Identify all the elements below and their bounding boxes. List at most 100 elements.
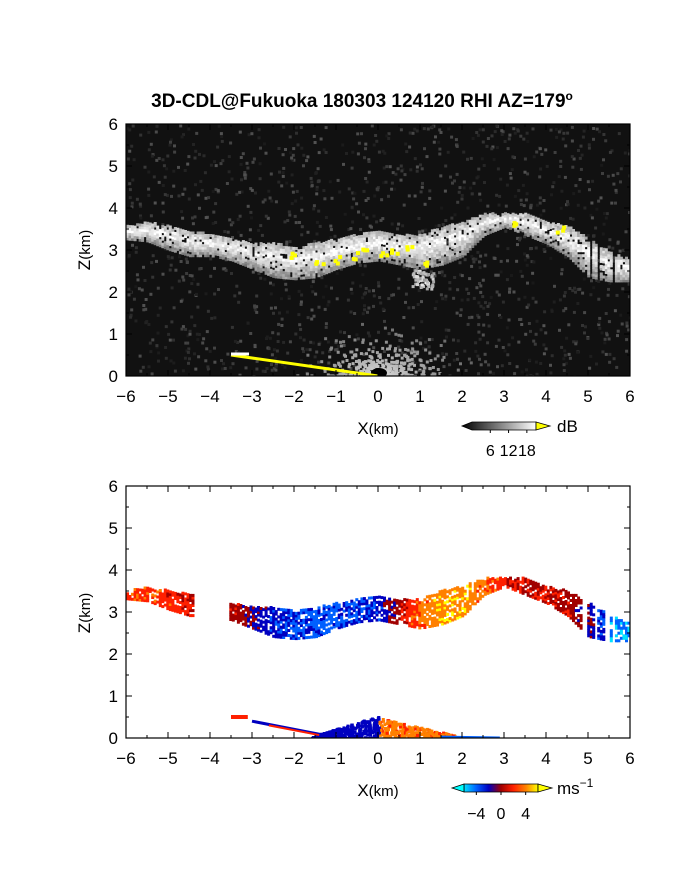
- noise-pixel: [496, 244, 500, 248]
- noise-pixel: [534, 300, 538, 304]
- velocity-pixel: [456, 603, 460, 607]
- echo-pixel: [556, 248, 560, 252]
- echo-pixel: [211, 249, 215, 253]
- echo-pixel: [471, 234, 475, 238]
- velocity-pixel: [161, 600, 165, 604]
- echo-pixel: [373, 236, 376, 240]
- echo-pixel: [206, 234, 210, 237]
- velocity-pixel: [302, 611, 306, 615]
- velocity-pixel: [451, 598, 455, 602]
- velocity-pixel: [461, 611, 465, 615]
- noise-pixel: [327, 361, 331, 365]
- velocity-pixel: [337, 621, 341, 625]
- noise-pixel: [409, 365, 413, 368]
- echo-pixel: [201, 234, 205, 237]
- echo-pixel: [310, 263, 313, 267]
- echo-pixel: [158, 231, 162, 235]
- echo-pixel: [158, 239, 162, 243]
- noise-pixel: [620, 322, 624, 326]
- echo-pixel: [524, 230, 528, 234]
- noise-pixel: [517, 297, 521, 301]
- echo-pixel: [307, 263, 311, 267]
- velocity-pixel: [433, 621, 437, 625]
- echo-pixel: [254, 260, 258, 264]
- y-tick-label: 2: [109, 283, 118, 302]
- echo-pixel: [604, 250, 608, 254]
- echo-pixel: [559, 244, 563, 248]
- velocity-pixel: [410, 599, 414, 603]
- noise-pixel: [595, 362, 598, 366]
- echo-pixel: [262, 250, 266, 254]
- echo-pixel: [559, 239, 563, 243]
- echo-pixel: [252, 264, 255, 268]
- noise-pixel: [595, 207, 599, 211]
- echo-pixel: [423, 251, 427, 254]
- noise-pixel: [200, 188, 204, 192]
- velocity-pixel: [244, 616, 248, 620]
- echo-pixel: [131, 232, 134, 236]
- echo-pixel: [438, 232, 442, 236]
- noise-pixel: [186, 162, 190, 166]
- noise-pixel: [535, 150, 539, 154]
- colorbar-bar: [460, 421, 537, 431]
- echo-pixel: [302, 268, 306, 272]
- echo-pixel: [229, 253, 233, 256]
- noise-pixel: [129, 315, 133, 319]
- echo-pixel: [380, 241, 384, 245]
- clutter-pixel: [428, 351, 432, 355]
- echo-pixel: [350, 242, 354, 246]
- velocity-pixel: [443, 596, 447, 600]
- noise-pixel: [139, 216, 143, 220]
- noise-pixel: [553, 284, 556, 288]
- noise-pixel: [479, 304, 483, 308]
- noise-pixel: [563, 353, 567, 357]
- velocity-pixel: [430, 611, 434, 615]
- echo-pixel: [448, 244, 452, 248]
- echo-pixel: [365, 254, 369, 258]
- echo-pixel: [433, 251, 437, 255]
- noise-pixel: [524, 332, 528, 336]
- noise-pixel: [397, 345, 401, 349]
- echo-pixel: [627, 279, 630, 283]
- echo-pixel: [514, 216, 518, 220]
- velocity-pixel: [294, 619, 298, 623]
- echo-pixel: [609, 256, 613, 260]
- echo-pixel: [189, 234, 192, 237]
- noise-pixel: [142, 265, 145, 269]
- noise-pixel: [351, 220, 355, 224]
- echo-pixel: [609, 269, 613, 273]
- velocity-pixel: [282, 615, 286, 619]
- noise-pixel: [572, 310, 576, 314]
- noise-pixel: [282, 125, 286, 129]
- velocity-pixel: [360, 599, 364, 603]
- echo-pixel: [607, 261, 611, 265]
- echo-pixel: [574, 236, 578, 240]
- echo-pixel: [191, 241, 195, 245]
- echo-pixel: [272, 247, 276, 251]
- velocity-pixel: [390, 615, 394, 619]
- echo-pixel: [234, 242, 238, 246]
- noise-pixel: [213, 316, 217, 320]
- clutter-pixel: [331, 374, 334, 376]
- echo-pixel: [176, 240, 180, 244]
- clutter-pixel: [419, 363, 423, 367]
- echo-pixel: [312, 275, 316, 279]
- echo-pixel: [181, 236, 185, 240]
- echo-pixel: [594, 276, 598, 280]
- echo-pixel: [277, 273, 281, 277]
- echo-pixel: [441, 242, 444, 246]
- echo-pixel: [448, 241, 452, 245]
- velocity-pixel: [355, 618, 359, 622]
- echo-pixel: [534, 231, 538, 235]
- echo-pixel: [373, 238, 376, 242]
- noise-pixel: [132, 297, 136, 301]
- velocity-pixel: [287, 618, 291, 622]
- noise-pixel: [170, 286, 174, 290]
- noise-pixel: [157, 359, 160, 363]
- echo-pixel: [330, 241, 334, 245]
- echo-pixel: [446, 235, 449, 239]
- echo-pixel: [559, 227, 563, 230]
- velocity-pixel: [297, 636, 301, 640]
- echo-pixel: [224, 252, 228, 255]
- echo-pixel: [196, 234, 200, 237]
